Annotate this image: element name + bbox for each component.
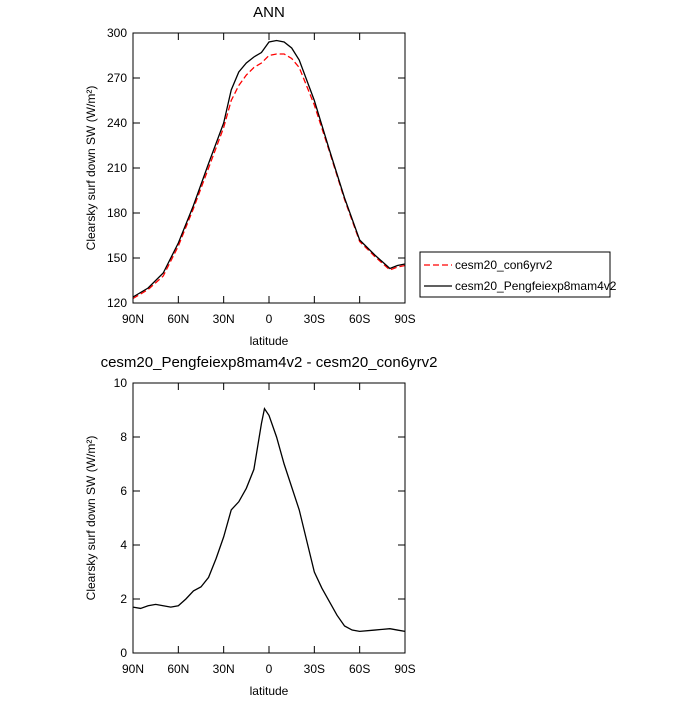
y-tick-label: 10 <box>114 376 128 390</box>
y-tick-label: 8 <box>120 430 127 444</box>
y-tick-label: 6 <box>120 484 127 498</box>
x-tick-label: 90S <box>394 312 415 326</box>
x-tick-label: 30N <box>213 662 235 676</box>
x-tick-label: 60S <box>349 662 370 676</box>
y-tick-label: 2 <box>120 592 127 606</box>
plot-frame <box>132 32 406 304</box>
data-line <box>132 39 406 298</box>
x-tick-label: 90N <box>122 312 144 326</box>
y-tick-label: 210 <box>107 161 127 175</box>
y-axis-label: Clearsky surf down SW (W/m²) <box>84 436 98 601</box>
y-tick-label: 300 <box>107 26 127 40</box>
y-tick-label: 120 <box>107 296 127 310</box>
y-tick-label: 4 <box>120 538 127 552</box>
data-line <box>132 53 406 300</box>
chart-title: cesm20_Pengfeiexp8mam4v2 - cesm20_con6yr… <box>101 354 438 371</box>
x-tick-label: 0 <box>266 312 273 326</box>
x-tick-label: 60S <box>349 312 370 326</box>
chart-title: ANN <box>253 4 285 21</box>
legend-label: cesm20_con6yrv2 <box>455 258 553 272</box>
x-tick-label: 30S <box>304 312 325 326</box>
y-tick-label: 240 <box>107 116 127 130</box>
x-tick-label: 90S <box>394 662 415 676</box>
legend-label: cesm20_Pengfeiexp8mam4v2 <box>455 279 617 293</box>
x-tick-label: 90N <box>122 662 144 676</box>
legend-box <box>419 251 611 298</box>
x-tick-label: 60N <box>167 662 189 676</box>
y-axis-label: Clearsky surf down SW (W/m²) <box>84 86 98 251</box>
x-axis-label: latitude <box>250 684 289 698</box>
y-tick-label: 180 <box>107 206 127 220</box>
data-line <box>132 406 406 633</box>
x-tick-label: 60N <box>167 312 189 326</box>
y-tick-label: 150 <box>107 251 127 265</box>
x-tick-label: 30S <box>304 662 325 676</box>
plot-frame <box>132 382 406 654</box>
x-tick-label: 30N <box>213 312 235 326</box>
y-tick-label: 270 <box>107 71 127 85</box>
x-tick-label: 0 <box>266 662 273 676</box>
x-axis-label: latitude <box>250 334 289 348</box>
y-tick-label: 0 <box>120 646 127 660</box>
